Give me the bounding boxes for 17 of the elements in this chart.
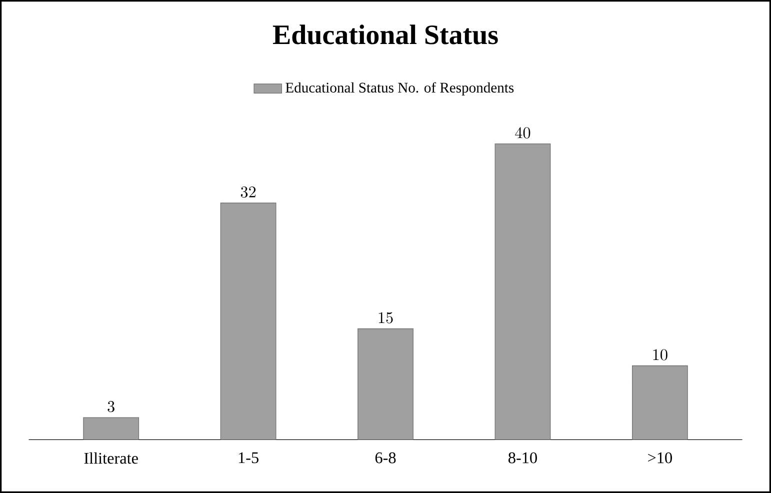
data-label: 3 xyxy=(108,401,114,412)
x-tick-label: >10 xyxy=(648,452,672,464)
x-tick-label: 8-10 xyxy=(508,452,537,464)
x-tick-label: 1-5 xyxy=(238,452,258,464)
bar xyxy=(494,144,551,440)
bar xyxy=(358,328,414,440)
data-label: 40 xyxy=(515,127,530,138)
x-tick-label: Illiterate xyxy=(84,452,138,464)
data-label: 10 xyxy=(653,349,668,360)
bar xyxy=(632,365,688,440)
bar xyxy=(83,417,140,440)
data-label: 15 xyxy=(378,312,393,324)
data-label: 32 xyxy=(240,186,256,198)
legend-label: Educational Status No. of Respondents xyxy=(286,82,514,96)
chart-title: Educational Status xyxy=(272,24,498,44)
bar xyxy=(220,202,276,440)
x-tick-label: 6-8 xyxy=(375,452,396,464)
